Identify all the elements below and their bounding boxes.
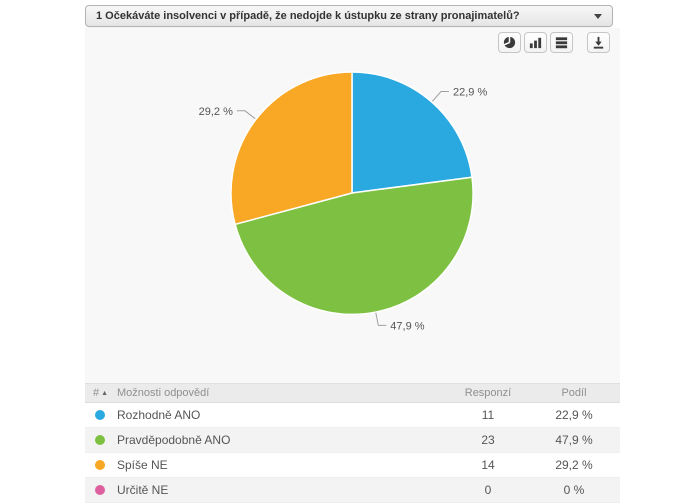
share-cell: 29,2 %	[555, 458, 593, 472]
pie-slice-1[interactable]	[234, 176, 474, 316]
index-header-label: #	[93, 387, 100, 399]
table-view-button[interactable]	[550, 32, 573, 53]
legend-dot	[95, 485, 105, 495]
table-row: Rozhodně ANO 11 22,9 %	[85, 403, 620, 428]
question-select[interactable]: 1 Očekáváte insolvenci v případě, že ned…	[85, 5, 613, 27]
pie-percent-label: 29,2 %	[199, 106, 233, 118]
responses-cell: 14	[481, 458, 495, 472]
answer-cell: Spíše NE	[117, 458, 168, 472]
responses-cell: 0	[484, 483, 492, 497]
survey-result-panel: 1 Očekáváte insolvenci v případě, že ned…	[85, 5, 620, 503]
chart-toolbar	[498, 32, 610, 53]
share-cell: 47,9 %	[555, 433, 593, 447]
question-select-label: 1 Očekáváte insolvenci v případě, že ned…	[96, 10, 520, 22]
results-table: # ▲ Možnosti odpovědí Responzí Podíl Roz…	[85, 383, 620, 503]
bar-view-button[interactable]	[524, 32, 547, 53]
pie-view-button[interactable]	[498, 32, 521, 53]
legend-dot	[95, 460, 105, 470]
label-leader-line	[432, 91, 449, 102]
list-icon	[555, 37, 568, 49]
pie-chart-icon	[503, 36, 516, 49]
download-button[interactable]	[587, 32, 610, 53]
label-leader-line	[236, 110, 256, 120]
label-leader-line	[375, 312, 387, 326]
share-cell: 22,9 %	[555, 408, 593, 422]
table-header-row: # ▲ Možnosti odpovědí Responzí Podíl	[85, 383, 620, 403]
chevron-down-icon	[594, 13, 602, 19]
sort-ascending-icon: ▲	[101, 389, 109, 397]
table-row: Určitě NE 0 0 %	[85, 478, 620, 503]
answer-header: Možnosti odpovědí	[117, 387, 210, 399]
answer-cell: Pravděpodobně ANO	[117, 433, 231, 447]
pie-chart[interactable]: 22,9 % 47,9 % 29,2 %	[85, 28, 620, 383]
share-cell: 0 %	[563, 483, 585, 497]
legend-dot	[95, 410, 105, 420]
legend-dot	[95, 435, 105, 445]
responses-cell: 23	[481, 433, 495, 447]
sort-header[interactable]: # ▲	[93, 387, 117, 399]
pie-slice-0[interactable]	[351, 71, 473, 194]
bar-chart-icon	[529, 37, 542, 49]
responses-header: Responzí	[464, 387, 512, 399]
answer-cell: Určitě NE	[117, 483, 169, 497]
chart-panel: 22,9 % 47,9 % 29,2 % # ▲ Možnosti odpovědí…	[85, 28, 620, 503]
download-icon	[593, 36, 604, 49]
answer-cell: Rozhodně ANO	[117, 408, 201, 422]
share-header: Podíl	[561, 387, 587, 399]
responses-cell: 11	[481, 408, 495, 422]
pie-percent-label: 22,9 %	[453, 87, 487, 99]
table-row: Spíše NE 14 29,2 %	[85, 453, 620, 478]
table-row: Pravděpodobně ANO 23 47,9 %	[85, 428, 620, 453]
pie-percent-label: 47,9 %	[390, 320, 424, 332]
pie-slice-2[interactable]	[230, 71, 353, 226]
